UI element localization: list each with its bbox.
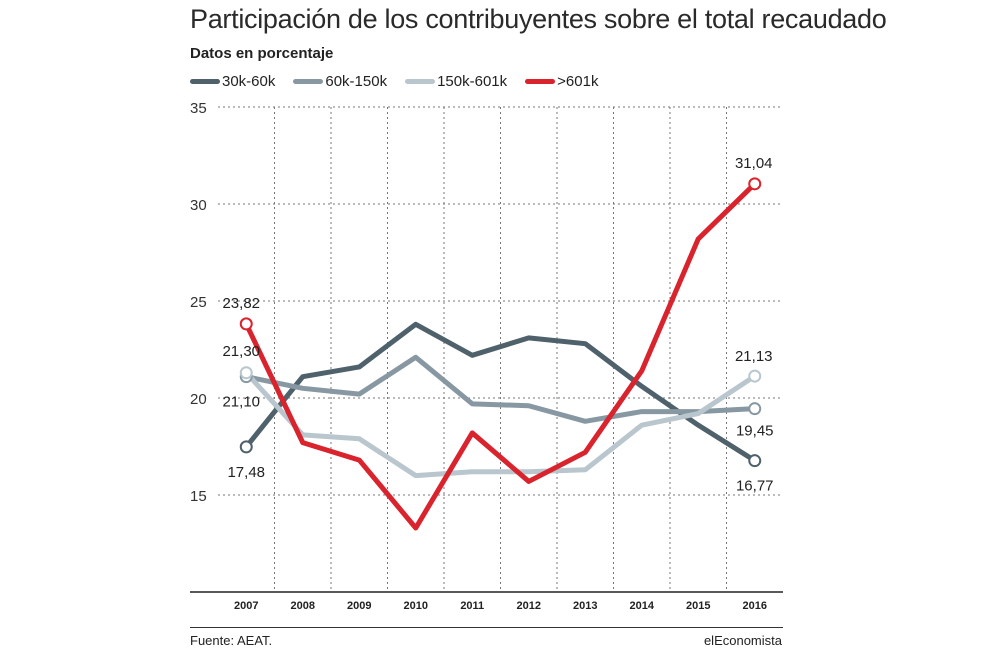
data-label: 21,10 bbox=[222, 394, 260, 411]
x-tick-label: 2007 bbox=[234, 600, 258, 612]
legend-item: 60k-150k bbox=[293, 73, 387, 90]
legend-item: 150k-601k bbox=[405, 73, 507, 90]
chart-subtitle: Datos en porcentaje bbox=[190, 45, 334, 62]
series-line-150k-601k bbox=[243, 370, 758, 479]
x-tick-label: 2009 bbox=[347, 600, 371, 612]
x-tick-label: 2016 bbox=[743, 600, 767, 612]
legend-label: >601k bbox=[557, 73, 599, 90]
x-tick-label: 2008 bbox=[291, 600, 315, 612]
chart-title: Participación de los contribuyentes sobr… bbox=[190, 4, 887, 34]
y-tick-label: 20 bbox=[190, 391, 207, 408]
series-line->601k bbox=[243, 181, 758, 531]
legend-swatch bbox=[190, 79, 220, 84]
legend-item: >601k bbox=[525, 73, 598, 90]
series-line-60k-150k bbox=[243, 354, 758, 424]
data-point-marker bbox=[748, 402, 762, 416]
data-label: 23,82 bbox=[222, 295, 260, 312]
legend-swatch bbox=[405, 79, 436, 84]
legend-swatch bbox=[525, 79, 556, 84]
legend-label: 60k-150k bbox=[325, 73, 388, 90]
bottom-rule bbox=[190, 627, 783, 628]
y-tick-label: 25 bbox=[190, 294, 207, 311]
data-label: 17,48 bbox=[227, 464, 265, 481]
y-tick-label: 35 bbox=[190, 100, 207, 117]
y-tick-label: 30 bbox=[190, 197, 207, 214]
data-label: 21,30 bbox=[222, 343, 260, 360]
data-label: 19,45 bbox=[736, 423, 774, 440]
data-point-marker bbox=[748, 177, 762, 191]
legend-label: 30k-60k bbox=[222, 73, 276, 90]
data-point-marker bbox=[239, 317, 253, 331]
brand-logo-text: elEconomista bbox=[703, 633, 782, 648]
data-point-marker bbox=[748, 454, 762, 468]
x-tick-label: 2013 bbox=[573, 600, 597, 612]
x-tick-label: 2011 bbox=[460, 600, 484, 612]
series-line-30k-60k bbox=[243, 321, 758, 464]
data-label: 21,13 bbox=[735, 348, 773, 365]
source-note: Fuente: AEAT. bbox=[190, 633, 273, 648]
legend: 30k-60k 60k-150k 150k-601k >601k bbox=[190, 73, 598, 90]
data-point-marker bbox=[239, 366, 253, 380]
data-point-marker bbox=[748, 369, 762, 383]
x-tick-label: 2010 bbox=[404, 600, 428, 612]
y-tick-label: 15 bbox=[190, 488, 207, 505]
x-tick-label: 2012 bbox=[517, 600, 541, 612]
legend-swatch bbox=[293, 79, 324, 84]
legend-item: 30k-60k bbox=[190, 73, 275, 90]
data-point-marker bbox=[239, 440, 253, 454]
x-tick-label: 2015 bbox=[686, 600, 710, 612]
x-tick-label: 2014 bbox=[630, 600, 655, 612]
legend-label: 150k-601k bbox=[437, 73, 508, 90]
data-label: 16,77 bbox=[736, 478, 774, 495]
data-label: 31,04 bbox=[735, 155, 773, 172]
